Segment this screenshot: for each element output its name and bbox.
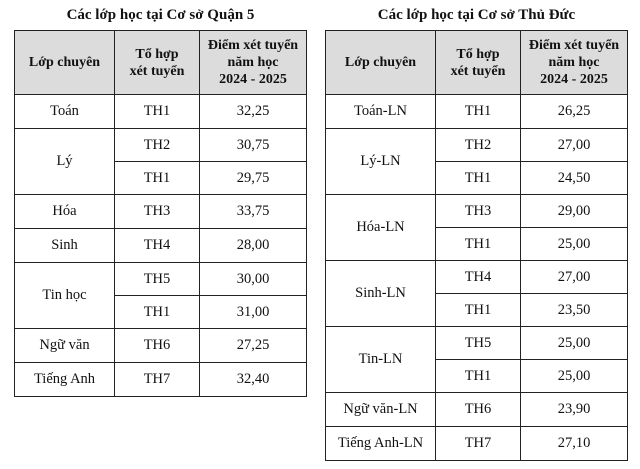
- table-row: Toán TH1 32,25: [14, 94, 307, 129]
- score-cell: 23,50: [520, 293, 628, 327]
- score-cell: 28,00: [199, 228, 307, 263]
- combo-cell: TH1: [435, 359, 521, 393]
- class-name-cell: Tiếng Anh: [14, 362, 115, 397]
- combo-cell: TH5: [114, 262, 200, 296]
- combo-cell: TH3: [435, 194, 521, 228]
- header-lop-chuyen: Lớp chuyên: [325, 30, 436, 95]
- table-header-row: Lớp chuyên Tổ hợp xét tuyển Điểm xét tuyể…: [325, 30, 628, 95]
- combo-cell: TH1: [435, 94, 521, 129]
- table-row: Sinh-LN TH4 27,00: [325, 260, 628, 327]
- combo-cell: TH1: [435, 161, 521, 195]
- table-row: TH1 23,50: [326, 293, 628, 327]
- score-cell: 31,00: [199, 295, 307, 329]
- table-row: Tiếng Anh-LN TH7 27,10: [325, 426, 628, 461]
- score-cell: 27,00: [520, 260, 628, 294]
- class-name-cell: Toán: [14, 94, 115, 129]
- table-row: Tin-LN TH5 25,00: [325, 326, 628, 393]
- combo-cell: TH2: [114, 128, 200, 162]
- score-cell: 25,00: [520, 359, 628, 393]
- table-row: TH1 25,00: [326, 227, 628, 261]
- header-diem: Điểm xét tuyển năm học 2024 - 2025: [520, 30, 628, 95]
- score-cell: 27,25: [199, 328, 307, 363]
- class-name-cell: Sinh: [14, 228, 115, 263]
- score-cell: 25,00: [520, 326, 628, 360]
- table-row: TH1 29,75: [15, 161, 307, 195]
- combo-cell: TH1: [114, 161, 200, 195]
- table-row: TH1 24,50: [326, 161, 628, 195]
- table-row: Ngữ văn TH6 27,25: [14, 328, 307, 363]
- combo-cell: TH6: [114, 328, 200, 363]
- class-name-cell: Lý-LN: [325, 128, 436, 195]
- score-cell: 26,25: [520, 94, 628, 129]
- thuduc-title: Các lớp học tại Cơ sở Thủ Đức: [377, 7, 576, 23]
- score-cell: 29,75: [199, 161, 307, 195]
- class-name-cell: Ngữ văn-LN: [325, 392, 436, 427]
- combo-cell: TH1: [114, 94, 200, 129]
- quan5-panel: Các lớp học tại Cơ sở Quận 5 Lớp chuyên …: [14, 0, 307, 397]
- quan5-table: Lớp chuyên Tổ hợp xét tuyển Điểm xét tuyể…: [14, 30, 307, 397]
- score-cell: 24,50: [520, 161, 628, 195]
- header-to-hop: Tổ hợp xét tuyển: [435, 30, 521, 95]
- combo-cell: TH7: [114, 362, 200, 397]
- table-header-row: Lớp chuyên Tổ hợp xét tuyển Điểm xét tuyể…: [14, 30, 307, 95]
- table-row: Tiếng Anh TH7 32,40: [14, 362, 307, 397]
- class-name-cell: Sinh-LN: [325, 260, 436, 327]
- class-name-cell: Hóa: [14, 194, 115, 229]
- table-row: Hóa-LN TH3 29,00: [325, 194, 628, 261]
- class-name-cell: Lý: [14, 128, 115, 195]
- combo-cell: TH6: [435, 392, 521, 427]
- score-cell: 33,75: [199, 194, 307, 229]
- score-cell: 30,00: [199, 262, 307, 296]
- quan5-title: Các lớp học tại Cơ sở Quận 5: [66, 7, 255, 23]
- class-name-cell: Toán-LN: [325, 94, 436, 129]
- combo-cell: TH2: [435, 128, 521, 162]
- score-cell: 27,00: [520, 128, 628, 162]
- class-name-cell: Tin học: [14, 262, 115, 329]
- table-row: Sinh TH4 28,00: [14, 228, 307, 263]
- header-diem: Điểm xét tuyển năm học 2024 - 2025: [199, 30, 307, 95]
- combo-cell: TH7: [435, 426, 521, 461]
- table-row: Tin học TH5 30,00: [14, 262, 307, 329]
- thuduc-panel: Các lớp học tại Cơ sở Thủ Đức Lớp chuyên…: [325, 0, 628, 461]
- score-cell: 32,25: [199, 94, 307, 129]
- class-name-cell: Hóa-LN: [325, 194, 436, 261]
- table-row: Toán-LN TH1 26,25: [325, 94, 628, 129]
- table-row: Hóa TH3 33,75: [14, 194, 307, 229]
- class-name-cell: Tiếng Anh-LN: [325, 426, 436, 461]
- table-row: Ngữ văn-LN TH6 23,90: [325, 392, 628, 427]
- table-row: Lý TH2 30,75: [14, 128, 307, 195]
- combo-cell: TH3: [114, 194, 200, 229]
- combo-cell: TH4: [435, 260, 521, 294]
- score-cell: 29,00: [520, 194, 628, 228]
- combo-cell: TH1: [435, 227, 521, 261]
- table-row: Lý-LN TH2 27,00: [325, 128, 628, 195]
- table-row: TH1 31,00: [15, 295, 307, 329]
- score-cell: 27,10: [520, 426, 628, 461]
- score-cell: 23,90: [520, 392, 628, 427]
- score-cell: 32,40: [199, 362, 307, 397]
- score-cell: 30,75: [199, 128, 307, 162]
- combo-cell: TH1: [114, 295, 200, 329]
- class-name-cell: Ngữ văn: [14, 328, 115, 363]
- header-lop-chuyen: Lớp chuyên: [14, 30, 115, 95]
- combo-cell: TH1: [435, 293, 521, 327]
- table-row: TH1 25,00: [326, 359, 628, 393]
- class-name-cell: Tin-LN: [325, 326, 436, 393]
- thuduc-table: Lớp chuyên Tổ hợp xét tuyển Điểm xét tuyể…: [325, 30, 628, 461]
- header-to-hop: Tổ hợp xét tuyển: [114, 30, 200, 95]
- combo-cell: TH5: [435, 326, 521, 360]
- score-cell: 25,00: [520, 227, 628, 261]
- combo-cell: TH4: [114, 228, 200, 263]
